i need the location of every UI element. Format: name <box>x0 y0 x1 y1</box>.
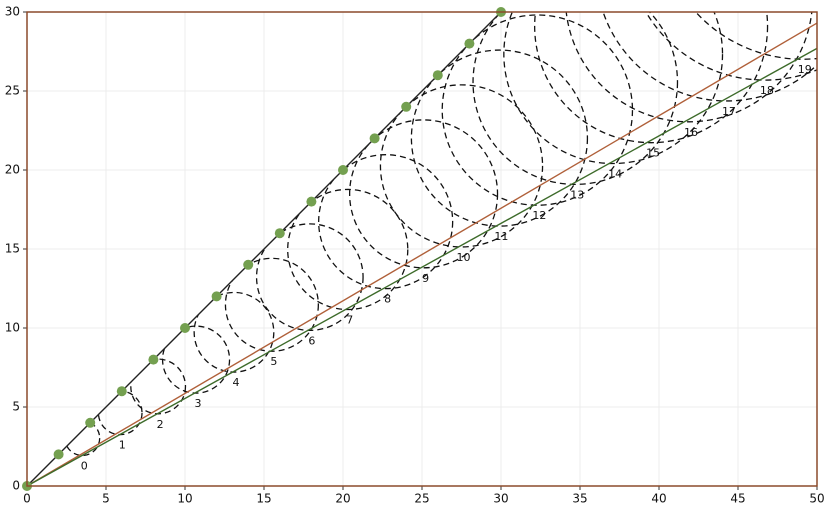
series-line <box>26 47 818 487</box>
point <box>116 386 127 397</box>
wavefront-label: 3 <box>195 397 202 410</box>
wavefront-label: 19 <box>798 63 812 76</box>
wavefront <box>503 12 724 165</box>
wavefront <box>410 49 589 227</box>
wavefront-label: 5 <box>270 355 277 368</box>
wavefront-label: 18 <box>760 84 774 97</box>
wavefront <box>379 84 544 248</box>
x-tick-label: 5 <box>102 492 110 506</box>
point <box>306 196 317 207</box>
wavefront <box>564 12 814 123</box>
point <box>53 449 64 460</box>
wavefront <box>130 358 187 415</box>
x-tick-label: 0 <box>23 492 31 506</box>
wavefront-label: 2 <box>157 418 164 431</box>
x-tick-label: 35 <box>572 492 587 506</box>
y-tick-label: 25 <box>5 84 20 98</box>
point <box>432 70 443 81</box>
wavefront <box>348 119 499 269</box>
wavefront-label: 9 <box>422 272 429 285</box>
wavefront-label: 10 <box>457 251 471 264</box>
x-tick-label: 20 <box>335 492 350 506</box>
wavefront <box>534 12 769 144</box>
wavefront <box>441 14 634 206</box>
wavefront <box>193 291 275 373</box>
wavefront <box>255 223 364 332</box>
wavefront-label: 17 <box>722 105 736 118</box>
point <box>243 259 254 270</box>
wavefront <box>97 390 143 436</box>
wavefront <box>287 188 409 311</box>
wavefront-label: 11 <box>494 230 508 243</box>
wavefront-label: 7 <box>346 314 353 327</box>
y-tick-label: 10 <box>5 321 20 335</box>
point <box>148 354 159 365</box>
x-tick-label: 25 <box>414 492 429 506</box>
point <box>211 291 222 302</box>
wavefront-label: 13 <box>570 188 584 201</box>
point <box>338 165 348 175</box>
y-tick-label: 30 <box>5 5 20 19</box>
wavefront <box>224 257 320 352</box>
wavefront <box>161 325 231 394</box>
x-tick-label: 15 <box>256 492 271 506</box>
point <box>401 101 412 112</box>
x-tick-label: 30 <box>493 492 508 506</box>
point <box>369 133 380 144</box>
y-tick-label: 20 <box>5 163 20 177</box>
y-tick-label: 15 <box>5 242 20 256</box>
wavefront-label: 12 <box>532 209 546 222</box>
x-tick-label: 50 <box>809 492 824 506</box>
point <box>464 38 475 49</box>
plot-frame <box>26 11 818 487</box>
wavefront <box>595 12 817 102</box>
wavefront-label: 14 <box>608 168 622 181</box>
point <box>274 228 285 239</box>
wavefront-label: 4 <box>232 376 239 389</box>
wavefront-label: 6 <box>308 334 315 347</box>
y-tick-label: 5 <box>12 400 20 414</box>
wavefront-label: 8 <box>384 293 391 306</box>
series-line <box>26 11 502 487</box>
wavefront <box>64 420 101 457</box>
x-tick-label: 10 <box>177 492 192 506</box>
x-tick-label: 45 <box>730 492 745 506</box>
wavefront-label: 15 <box>646 147 660 160</box>
series-line <box>26 22 818 487</box>
y-tick-label: 0 <box>12 479 20 493</box>
wavefront-label: 1 <box>119 439 126 452</box>
wavefront-label: 16 <box>684 126 698 139</box>
wavefront <box>472 12 679 186</box>
wavefront-label: 0 <box>81 460 88 473</box>
wavefront <box>318 154 454 290</box>
wavefronts <box>64 12 817 457</box>
point <box>180 323 190 333</box>
point <box>85 417 96 428</box>
x-tick-label: 40 <box>651 492 666 506</box>
